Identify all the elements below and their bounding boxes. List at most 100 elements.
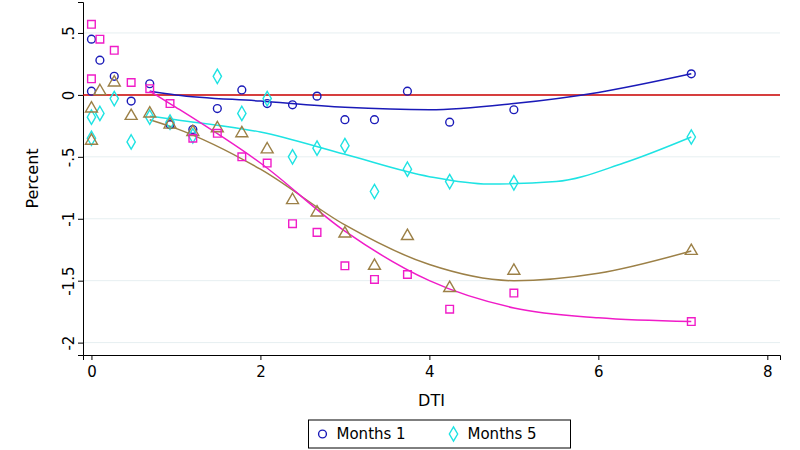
x-tick-label: 4 <box>425 363 435 381</box>
legend: Months 1 Months 5 <box>309 420 571 448</box>
point <box>238 153 246 161</box>
x-tick-label: 8 <box>763 363 773 381</box>
y-tick-label: -1 <box>60 212 78 227</box>
point <box>263 91 271 105</box>
point <box>313 92 321 100</box>
grid-line <box>83 156 780 157</box>
point <box>289 101 297 109</box>
point <box>213 69 221 83</box>
y-axis: .50-.5-1-1.5-2 <box>60 3 84 356</box>
line <box>150 74 692 110</box>
x-tick-label: 2 <box>256 363 266 381</box>
x-axis: 0 2 4 6 8 <box>84 355 781 381</box>
point <box>446 118 454 126</box>
point <box>510 106 518 114</box>
point <box>110 46 118 54</box>
y-tick-label: -2 <box>60 336 78 351</box>
point <box>88 75 96 83</box>
x-axis-title: DTI <box>418 391 445 410</box>
point <box>236 126 248 136</box>
point <box>166 100 174 108</box>
x-tick-mark <box>429 355 430 360</box>
legend-label: Months 5 <box>468 425 537 443</box>
background <box>0 0 800 450</box>
point <box>108 76 120 86</box>
x-tick-mark <box>767 355 768 360</box>
y-tick: 0 <box>60 91 83 101</box>
grid <box>83 33 780 343</box>
grid-line <box>83 218 780 219</box>
y-tick-mark <box>78 281 83 282</box>
grid-line <box>83 32 780 33</box>
point <box>446 305 454 313</box>
x-axis-line <box>84 356 781 361</box>
x-tick: 8 <box>763 355 773 381</box>
point <box>371 116 379 124</box>
y-tick-mark <box>78 33 83 34</box>
point <box>341 116 349 124</box>
y-tick-label: -1.5 <box>60 267 78 296</box>
point <box>687 318 695 326</box>
x-tick: 2 <box>256 355 266 381</box>
point <box>94 84 106 94</box>
point <box>444 281 456 291</box>
point <box>127 135 135 149</box>
point <box>96 56 104 64</box>
point <box>687 130 695 144</box>
y-tick: .5 <box>60 26 83 40</box>
y-tick: -1 <box>60 212 83 227</box>
line <box>150 116 692 184</box>
y-tick-mark <box>78 95 83 96</box>
point <box>289 220 297 228</box>
point <box>311 206 323 216</box>
x-tick: 6 <box>594 355 604 381</box>
y-tick: -2 <box>60 336 83 351</box>
point <box>127 97 135 105</box>
x-tick-label: 0 <box>87 363 97 381</box>
x-tick-mark <box>260 355 261 360</box>
y-axis-line <box>78 3 84 356</box>
point <box>261 142 273 152</box>
point <box>687 70 695 78</box>
point <box>368 259 380 269</box>
point <box>341 262 349 270</box>
plot-area <box>83 20 780 325</box>
point <box>339 227 351 237</box>
point <box>214 129 222 137</box>
x-tick-mark <box>91 355 92 360</box>
point <box>263 159 271 167</box>
y-tick-mark <box>78 343 83 344</box>
point <box>685 244 697 254</box>
legend-box <box>309 420 571 448</box>
legend-symbol <box>449 427 457 441</box>
point <box>85 102 97 112</box>
point <box>189 134 197 142</box>
point <box>146 85 154 93</box>
point <box>144 107 156 117</box>
x-tick: 4 <box>425 355 435 381</box>
point <box>127 79 135 87</box>
point <box>401 229 413 239</box>
point <box>287 193 299 203</box>
point <box>446 174 454 188</box>
legend-symbol <box>319 430 327 438</box>
point <box>146 80 154 88</box>
grid-line <box>83 94 780 95</box>
point <box>110 91 118 105</box>
point <box>508 264 520 274</box>
y-tick-label: 0 <box>60 91 78 101</box>
point <box>288 150 296 164</box>
legend-label: Months 1 <box>337 425 406 443</box>
line <box>150 91 692 321</box>
y-tick-mark <box>78 157 83 158</box>
point <box>341 138 349 152</box>
point <box>96 35 104 43</box>
x-tick-mark <box>598 355 599 360</box>
point <box>96 106 104 120</box>
x-tick-label: 6 <box>594 363 604 381</box>
point <box>213 105 221 113</box>
line <box>150 120 692 281</box>
y-tick-mark <box>78 219 83 220</box>
x-tick: 0 <box>87 355 97 381</box>
y-tick: -1.5 <box>60 267 83 296</box>
